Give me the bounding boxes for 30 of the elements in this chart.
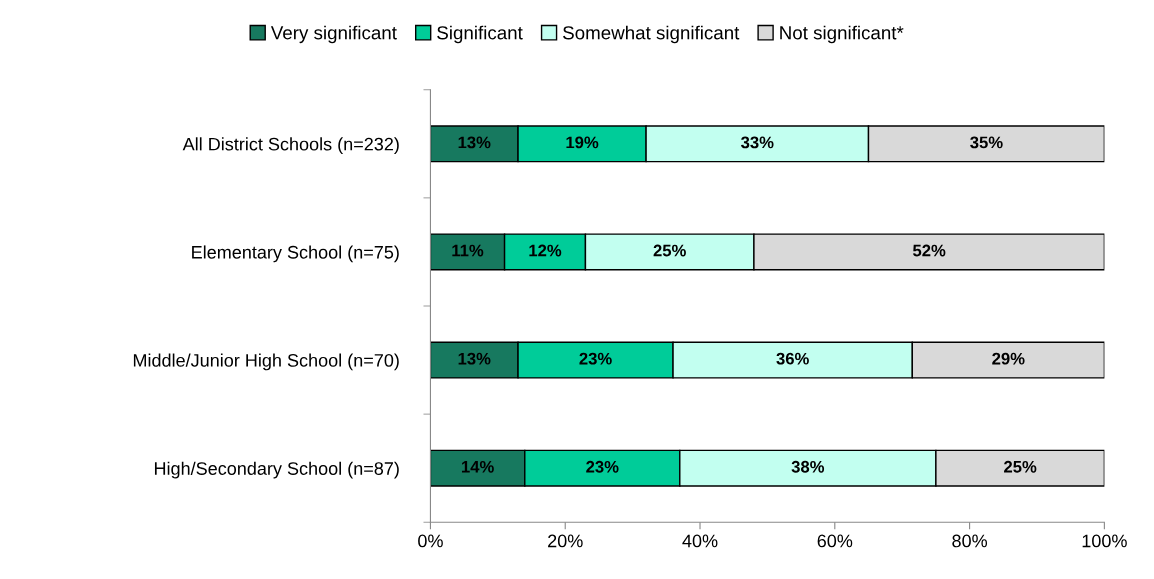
data-label: 23% xyxy=(586,460,619,473)
data-label: 11% xyxy=(452,244,484,257)
x-tick-label: 100% xyxy=(1082,534,1127,548)
data-label: 33% xyxy=(741,136,774,149)
data-label: 13% xyxy=(458,352,491,365)
y-tick-label: Middle/Junior High School (n=70) xyxy=(133,353,399,371)
x-tick-label: 0% xyxy=(418,534,443,548)
legend-label: Significant xyxy=(437,25,523,44)
data-label: 52% xyxy=(912,244,946,257)
data-label: 14% xyxy=(461,460,494,473)
y-tick-label: Elementary School (n=75) xyxy=(192,245,399,263)
data-label: 36% xyxy=(776,352,809,365)
data-label: 23% xyxy=(579,352,612,365)
x-tick-label: 40% xyxy=(682,534,718,548)
data-label: 38% xyxy=(791,460,825,473)
legend-label: Very significant xyxy=(270,25,397,44)
data-label: 25% xyxy=(653,244,686,257)
data-label: 35% xyxy=(970,136,1003,149)
x-tick-label: 80% xyxy=(952,534,988,548)
legend-label: Not significant* xyxy=(780,25,904,44)
y-tick-label: High/Secondary School (n=87) xyxy=(154,461,399,479)
data-label: 19% xyxy=(566,136,599,149)
data-label: 13% xyxy=(458,136,491,149)
y-tick-label: All District Schools (n=232) xyxy=(182,137,399,155)
data-label: 25% xyxy=(1004,460,1037,473)
data-label: 12% xyxy=(529,244,562,257)
legend-label: Somewhat significant xyxy=(563,25,740,44)
x-tick-label: 60% xyxy=(817,534,853,548)
data-label: 29% xyxy=(992,352,1025,365)
x-tick-label: 20% xyxy=(548,534,583,548)
